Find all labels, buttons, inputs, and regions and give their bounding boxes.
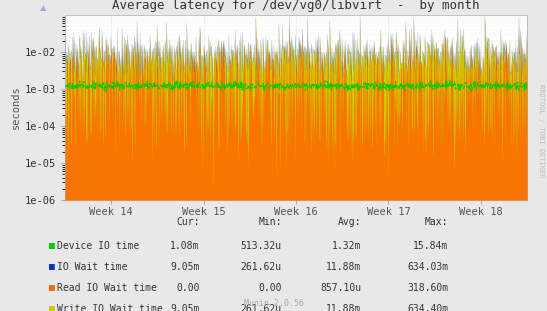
Text: Device IO time: Device IO time: [57, 241, 139, 251]
Text: 0.00: 0.00: [176, 283, 200, 293]
Text: ■: ■: [49, 304, 55, 311]
Text: Write IO Wait time: Write IO Wait time: [57, 304, 163, 311]
Text: RRDTOOL / TOBI OETIKER: RRDTOOL / TOBI OETIKER: [538, 84, 544, 177]
Text: ■: ■: [49, 283, 55, 293]
Text: 513.32u: 513.32u: [241, 241, 282, 251]
Text: Avg:: Avg:: [337, 217, 361, 227]
Text: Max:: Max:: [425, 217, 449, 227]
Text: ■: ■: [49, 241, 55, 251]
Text: Cur:: Cur:: [176, 217, 200, 227]
Text: IO Wait time: IO Wait time: [57, 262, 128, 272]
Text: 9.05m: 9.05m: [170, 262, 200, 272]
Y-axis label: seconds: seconds: [10, 86, 21, 129]
Title: Average latency for /dev/vg0/libvirt  -  by month: Average latency for /dev/vg0/libvirt - b…: [112, 0, 480, 12]
Text: 857.10u: 857.10u: [320, 283, 361, 293]
Text: Read IO Wait time: Read IO Wait time: [57, 283, 158, 293]
Text: 261.62u: 261.62u: [241, 304, 282, 311]
Text: 634.03m: 634.03m: [408, 262, 449, 272]
Text: Min:: Min:: [258, 217, 282, 227]
Text: 261.62u: 261.62u: [241, 262, 282, 272]
Text: 634.40m: 634.40m: [408, 304, 449, 311]
Text: ▲: ▲: [40, 3, 46, 12]
Text: ■: ■: [49, 262, 55, 272]
Text: 11.88m: 11.88m: [326, 304, 361, 311]
Text: 15.84m: 15.84m: [414, 241, 449, 251]
Text: 11.88m: 11.88m: [326, 262, 361, 272]
Text: 1.08m: 1.08m: [170, 241, 200, 251]
Text: 318.60m: 318.60m: [408, 283, 449, 293]
Text: 1.32m: 1.32m: [331, 241, 361, 251]
Text: 9.05m: 9.05m: [170, 304, 200, 311]
Text: Munin 2.0.56: Munin 2.0.56: [243, 299, 304, 308]
Text: 0.00: 0.00: [258, 283, 282, 293]
